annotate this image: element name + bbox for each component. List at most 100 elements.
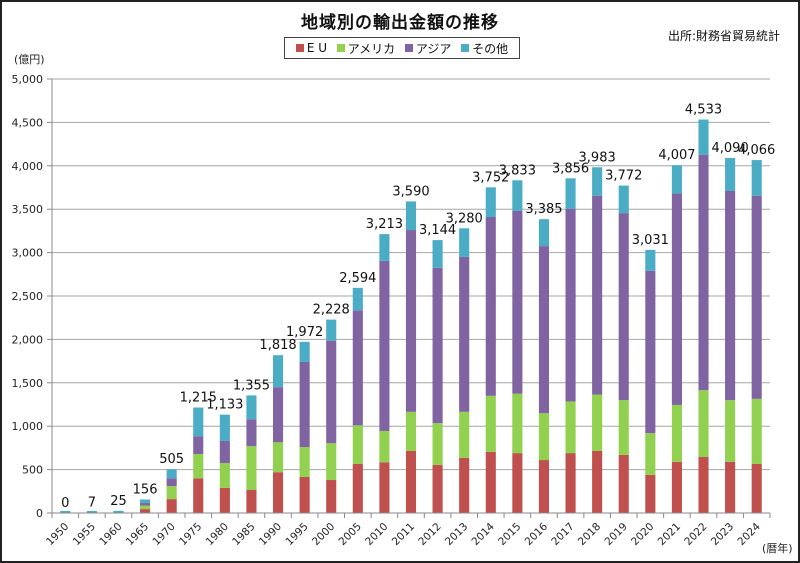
legend-item-america: アメリカ [336, 40, 395, 57]
bar-segment-other-2020 [645, 249, 656, 271]
total-label-2014: 3,752 [472, 170, 509, 185]
bar-segment-asia-2011 [405, 230, 417, 412]
bar-segment-asia-2023 [725, 190, 736, 401]
bar-segment-other-2023 [725, 157, 736, 191]
bar-segment-eu-1980 [219, 487, 230, 513]
total-label-1975: 1,215 [180, 391, 217, 406]
bar-segment-asia-2013 [459, 256, 470, 412]
bar-segment-asia-2015 [512, 210, 523, 394]
total-label-2020: 3,031 [632, 233, 669, 248]
bar-segment-asia-2024 [751, 195, 762, 399]
y-tick-label: 3,000 [12, 247, 44, 260]
legend-label-other: その他 [472, 41, 509, 56]
bar-segment-america-2014 [485, 395, 496, 452]
bar-segment-asia-2017 [565, 208, 576, 402]
bar-segment-america-2016 [538, 413, 550, 461]
bar-segment-asia-2018 [592, 195, 603, 395]
x-tick-label-2015: 2015 [496, 521, 523, 548]
total-label-1955: 7 [88, 495, 96, 510]
bar-segment-eu-2020 [645, 474, 656, 513]
bar-segment-asia-2005 [352, 310, 363, 426]
bar-segment-america-2015 [512, 393, 523, 454]
chart-title: 地域別の輸出金額の推移 [301, 13, 499, 33]
bar-segment-other-1985 [246, 395, 257, 420]
x-tick-label-2020: 2020 [629, 521, 656, 548]
x-tick-label-2022: 2022 [682, 521, 709, 548]
x-tick-label-2024: 2024 [735, 520, 763, 548]
bar-segment-america-2013 [459, 411, 470, 458]
bar-segment-other-2016 [538, 219, 550, 247]
bar-segment-america-1990 [272, 442, 284, 473]
bar-segment-eu-2017 [565, 453, 576, 513]
bar-segment-eu-1995 [299, 476, 310, 513]
total-label-2017: 3,856 [552, 161, 589, 176]
bar-segment-eu-2023 [725, 461, 736, 513]
total-label-1965: 156 [133, 482, 158, 497]
bar-baseline-1950 [60, 511, 71, 513]
x-tick-label-1955: 1955 [71, 521, 98, 548]
x-tick-label-1950: 1950 [44, 521, 71, 548]
y-tick-label: 5,000 [12, 73, 44, 86]
y-tick-label: 0 [36, 507, 43, 520]
total-label-1950: 0 [61, 496, 69, 511]
legend-item-asia: アジア [404, 40, 451, 57]
bar-segment-eu-2015 [512, 453, 523, 513]
x-tick-label-2014: 2014 [470, 520, 498, 548]
legend-swatch-other [461, 44, 470, 52]
total-label-1960: 25 [110, 494, 127, 509]
bar-segment-asia-1995 [299, 361, 310, 448]
bar-segment-other-1965 [140, 499, 151, 504]
bar-segment-asia-1985 [246, 419, 257, 447]
bar-segment-other-1980 [219, 414, 230, 441]
legend-item-other: その他 [461, 40, 508, 57]
bar-segment-america-1985 [246, 446, 257, 490]
bar-segment-asia-2022 [698, 154, 709, 391]
bar-segment-eu-2021 [671, 461, 682, 513]
bar-segment-asia-1990 [272, 387, 284, 443]
total-label-2005: 2,594 [339, 271, 376, 286]
y-tick-label: 500 [22, 464, 43, 477]
bar-segment-other-2000 [326, 319, 337, 341]
bar-segment-america-2019 [618, 400, 629, 455]
total-label-1990: 1,818 [259, 338, 296, 353]
x-tick-label-2018: 2018 [576, 521, 603, 548]
total-label-1980: 1,133 [206, 398, 243, 413]
total-label-2024: 4,066 [738, 143, 775, 158]
bar-segment-eu-2018 [592, 450, 603, 513]
bar-segment-asia-2014 [485, 217, 496, 396]
bar-segment-other-2014 [485, 187, 496, 218]
bar-segment-america-2020 [645, 433, 656, 475]
bar-segment-other-2005 [352, 287, 363, 311]
bar-segment-eu-2016 [538, 460, 550, 513]
bar-segment-other-2022 [698, 119, 709, 155]
bar-segment-asia-2019 [618, 213, 629, 401]
bar-segment-eu-2012 [432, 464, 443, 513]
bar-segment-eu-2013 [459, 457, 470, 513]
total-label-2010: 3,213 [366, 217, 403, 232]
y-axis-label: (億円) [14, 53, 45, 66]
y-tick-label: 1,000 [12, 420, 44, 433]
legend-swatch-eu [295, 44, 304, 52]
bar-segment-america-1975 [193, 453, 204, 479]
total-label-2000: 2,228 [313, 303, 350, 318]
total-label-1985: 1,355 [233, 378, 270, 393]
total-label-2019: 3,772 [605, 169, 642, 184]
x-tick-label-2023: 2023 [709, 521, 736, 548]
bar-baseline-1955 [86, 511, 97, 513]
bar-segment-america-2022 [698, 390, 709, 458]
bar-segment-america-2023 [725, 400, 736, 462]
bar-segment-america-2012 [432, 423, 443, 465]
total-label-2015: 3,833 [499, 163, 536, 178]
bar-segment-america-2011 [405, 411, 417, 451]
bar-segment-asia-1975 [193, 436, 204, 454]
bar-segment-other-2011 [405, 201, 417, 231]
total-label-1970: 505 [159, 452, 184, 467]
total-label-2018: 3,983 [579, 150, 616, 165]
total-label-2021: 4,007 [658, 148, 695, 163]
y-tick-label: 2,500 [12, 290, 44, 303]
bar-segment-other-2019 [618, 185, 629, 214]
bar-segment-other-1975 [193, 407, 204, 437]
bar-segment-eu-2024 [751, 463, 762, 513]
x-tick-label-2017: 2017 [549, 521, 576, 548]
